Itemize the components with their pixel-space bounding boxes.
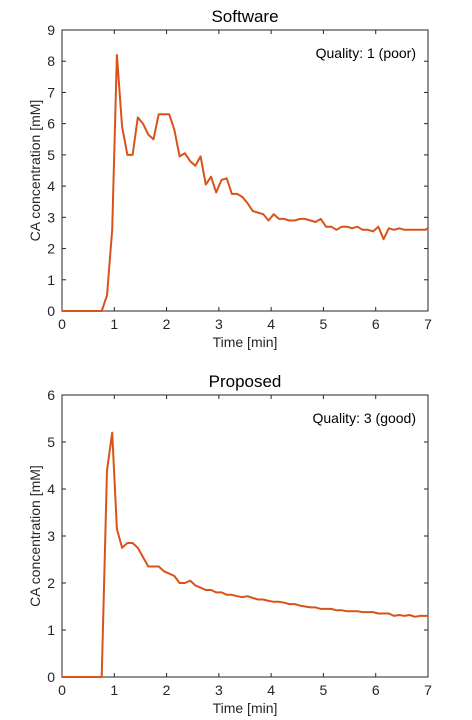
x-tick-label: 3 [215, 316, 223, 332]
x-tick-label: 0 [58, 316, 66, 332]
y-tick-label: 9 [47, 22, 55, 38]
x-tick-label: 0 [58, 682, 66, 698]
quality-annotation: Quality: 1 (poor) [316, 45, 416, 61]
y-tick-label: 5 [47, 147, 55, 163]
chart-title: Proposed [209, 372, 282, 391]
y-tick-label: 4 [47, 178, 55, 194]
chart-1: 0 1 2 3 4 5 6 7 0 1 2 3 4 5 6 7 8 9 Software Time [min] CA c… [27, 7, 432, 350]
y-tick-label: 0 [47, 303, 55, 319]
x-tick-label: 7 [424, 682, 432, 698]
y-tick-label: 6 [47, 116, 55, 132]
x-tick-label: 3 [215, 682, 223, 698]
y-tick-label: 5 [47, 434, 55, 450]
x-tick-label: 1 [110, 316, 118, 332]
x-tick-label: 6 [372, 316, 380, 332]
y-tick-label: 1 [47, 622, 55, 638]
x-tick-label: 7 [424, 316, 432, 332]
x-tick-label: 2 [163, 682, 171, 698]
chart-title: Software [211, 7, 278, 26]
series-line [62, 54, 429, 312]
y-tick-label: 2 [47, 575, 55, 591]
x-tick-label: 6 [372, 682, 380, 698]
y-tick-label: 3 [47, 209, 55, 225]
y-tick-label: 7 [47, 84, 55, 100]
x-tick-label: 2 [163, 316, 171, 332]
x-tick-label: 4 [267, 682, 275, 698]
y-tick-label: 1 [47, 272, 55, 288]
quality-annotation: Quality: 3 (good) [313, 410, 417, 426]
plot-area [61, 29, 429, 312]
y-tick-label: 2 [47, 241, 55, 257]
y-tick-label: 8 [47, 53, 55, 69]
x-axis-label: Time [min] [213, 334, 278, 350]
y-tick-label: 3 [47, 528, 55, 544]
y-tick-label: 6 [47, 387, 55, 403]
x-tick-label: 5 [320, 316, 328, 332]
x-tick-label: 1 [110, 682, 118, 698]
x-tick-label: 5 [320, 682, 328, 698]
y-tick-label: 4 [47, 481, 55, 497]
chart-2: 0 1 2 3 4 5 6 7 0 1 2 3 4 5 6 Proposed Time [min] CA conc… [27, 372, 432, 716]
y-tick-label: 0 [47, 669, 55, 685]
y-axis-label: CA concentration [mM] [27, 100, 43, 242]
plot-area [61, 394, 429, 678]
series-line [62, 431, 428, 678]
x-tick-label: 4 [267, 316, 275, 332]
x-axis-label: Time [min] [213, 700, 278, 716]
y-axis-label: CA concentration [mM] [27, 465, 43, 607]
